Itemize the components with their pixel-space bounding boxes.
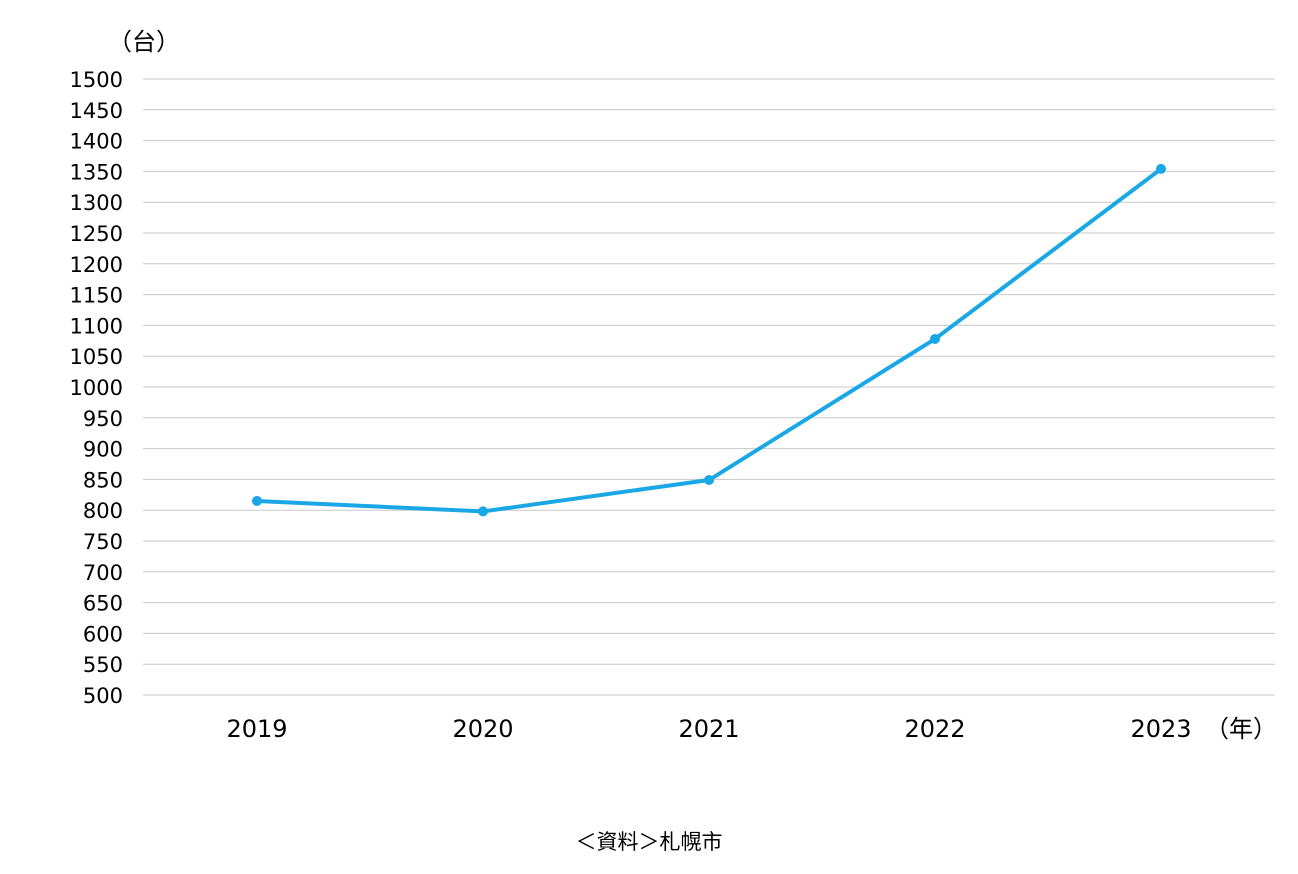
y-tick-label: 650 xyxy=(83,592,123,616)
y-tick-label: 500 xyxy=(83,684,123,708)
data-point xyxy=(704,475,714,486)
x-tick-label: 2020 xyxy=(452,715,513,743)
y-axis-unit-label: （台） xyxy=(108,28,180,56)
x-axis-unit-label: （年） xyxy=(1205,715,1277,743)
y-tick-label: 1050 xyxy=(70,345,123,369)
data-point xyxy=(930,333,940,344)
y-tick-label: 600 xyxy=(83,622,123,646)
y-tick-label: 1300 xyxy=(70,191,123,215)
y-tick-label: 900 xyxy=(83,438,123,462)
y-tick-label: 800 xyxy=(83,499,123,523)
data-point xyxy=(1156,163,1166,174)
data-point xyxy=(252,495,262,506)
y-tick-label: 1350 xyxy=(70,160,123,184)
y-tick-label: 1000 xyxy=(70,376,123,400)
y-tick-label: 850 xyxy=(83,468,123,492)
y-tick-label: 1400 xyxy=(70,130,123,154)
y-tick-label: 1450 xyxy=(70,99,123,123)
x-tick-label: 2023 xyxy=(1130,715,1191,743)
y-tick-label: 1250 xyxy=(70,222,123,246)
y-tick-label: 750 xyxy=(83,530,123,554)
x-tick-label: 2019 xyxy=(226,715,287,743)
y-tick-label: 950 xyxy=(83,407,123,431)
y-axis-ticks: 500 550 600 650 700 750 800 850 900 950 1000 1050 11… xyxy=(70,68,123,708)
x-tick-label: 2021 xyxy=(678,715,739,743)
series-line xyxy=(255,166,1163,514)
x-tick-label: 2022 xyxy=(904,715,965,743)
y-tick-label: 1150 xyxy=(70,284,123,308)
y-tick-label: 1200 xyxy=(70,253,123,277)
series-layer xyxy=(252,163,1166,517)
gridlines xyxy=(143,78,1275,696)
x-axis-ticks: 2019 2020 2021 2022 2023 xyxy=(226,715,1191,743)
data-point xyxy=(478,506,488,517)
y-tick-label: 700 xyxy=(83,561,123,585)
y-tick-label: 550 xyxy=(83,653,123,677)
y-tick-label: 1500 xyxy=(70,68,123,92)
y-tick-label: 1100 xyxy=(70,314,123,338)
source-note: ＜資料＞札幌市 xyxy=(575,830,723,854)
